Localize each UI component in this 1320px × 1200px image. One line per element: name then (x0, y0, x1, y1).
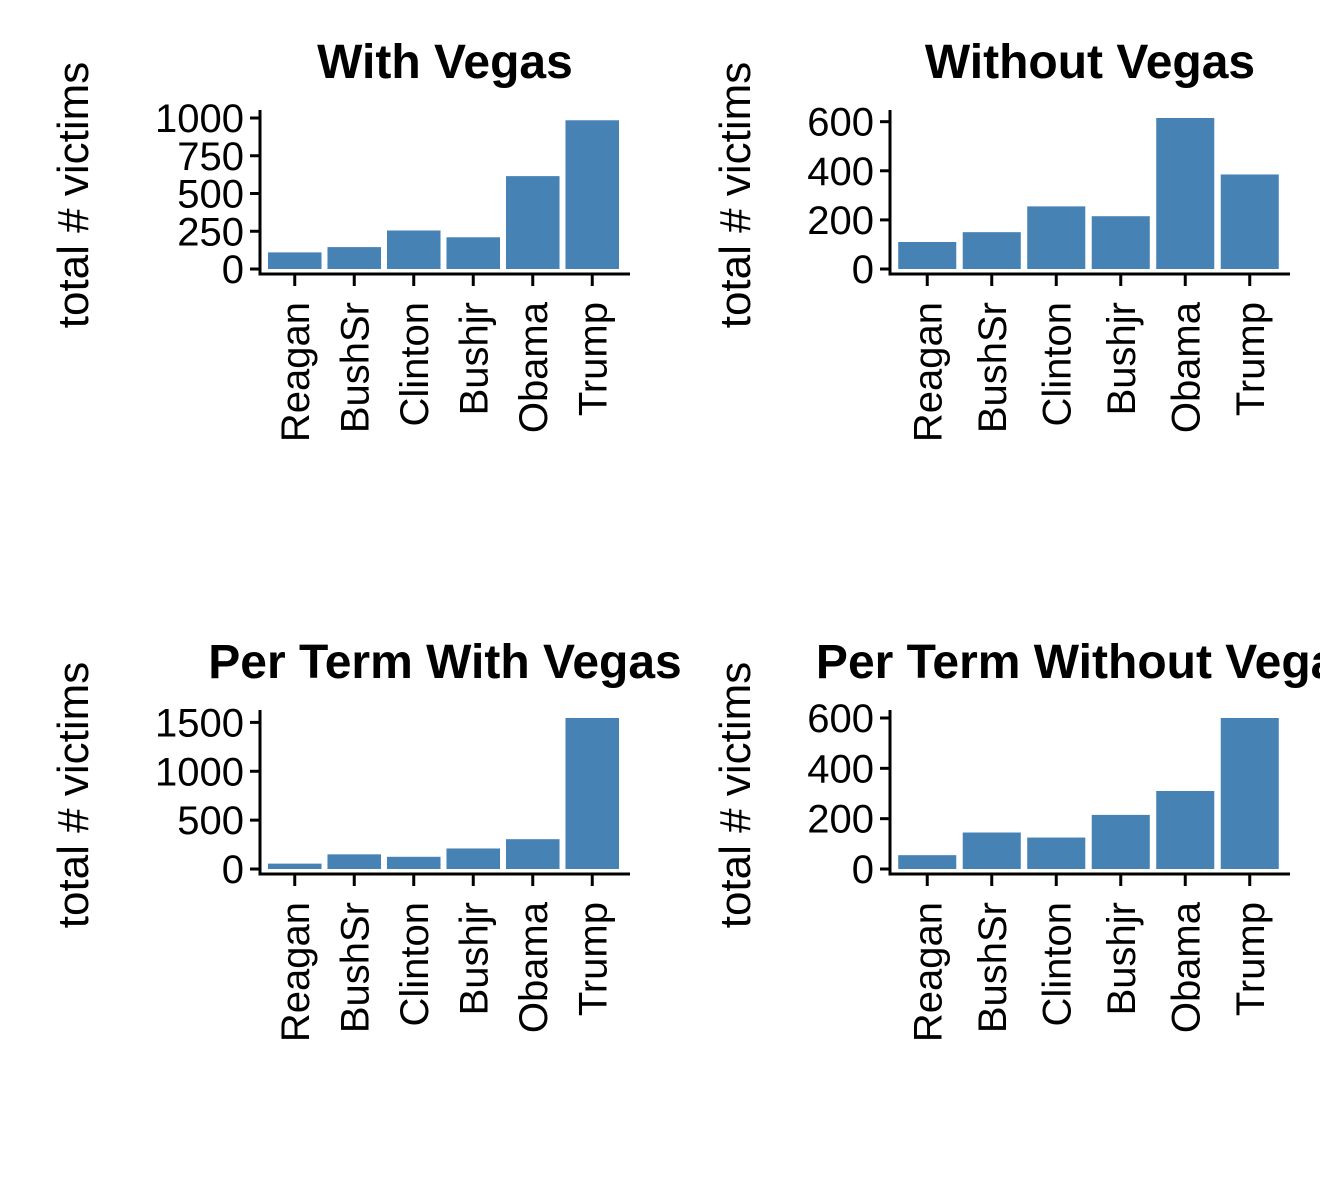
bar (386, 230, 441, 269)
bar (505, 176, 560, 269)
bar (1156, 790, 1215, 869)
y-tick-label: 0 (222, 848, 244, 892)
x-tick-label: BushSr (333, 302, 377, 433)
bar (565, 120, 620, 269)
bar (1027, 206, 1086, 269)
x-tick-label: BushSr (333, 902, 377, 1033)
y-tick-label: 1000 (155, 97, 244, 141)
x-tick-label: Obama (1164, 301, 1208, 433)
bar (1156, 118, 1215, 269)
y-tick-label: 600 (807, 697, 874, 741)
x-tick-label: Reagan (274, 302, 318, 442)
bar (327, 247, 382, 269)
y-tick-label: 200 (807, 199, 874, 243)
chart-panel: Per Term With Vegas total # victims 0 500 10… (49, 636, 682, 1042)
bar (565, 718, 620, 869)
bar (1220, 174, 1279, 269)
bar (446, 237, 501, 269)
y-axis-label: total # victims (711, 662, 760, 929)
y-tick-label: 500 (177, 173, 244, 217)
bar (386, 856, 441, 869)
x-tick-label: BushSr (971, 302, 1015, 433)
bar (1220, 718, 1279, 869)
x-tick-label: Trump (1229, 302, 1273, 416)
x-tick-label: Bushjr (1100, 902, 1144, 1015)
chart-panel: Per Term Without Vegas total # victims 0 20… (711, 636, 1320, 1042)
chart-title: Without Vegas (925, 36, 1255, 89)
y-tick-label: 0 (222, 248, 244, 292)
x-tick-label: Trump (571, 302, 615, 416)
bar (1027, 837, 1086, 869)
y-tick-label: 200 (807, 798, 874, 842)
y-tick-label: 1500 (155, 701, 244, 745)
chart-title: With Vegas (317, 36, 573, 89)
bar (446, 848, 501, 869)
x-tick-label: Clinton (393, 902, 437, 1027)
x-tick-label: Reagan (274, 902, 318, 1042)
x-tick-label: Bushjr (1100, 302, 1144, 415)
y-tick-label: 500 (177, 799, 244, 843)
x-tick-label: Obama (512, 301, 556, 433)
bar (962, 832, 1021, 869)
x-tick-label: Clinton (393, 302, 437, 427)
bar (1091, 814, 1150, 869)
y-tick-label: 1000 (155, 750, 244, 794)
y-axis-label: total # victims (49, 62, 98, 329)
x-tick-label: Clinton (1035, 302, 1079, 427)
bar (267, 252, 322, 269)
x-tick-label: Reagan (906, 302, 950, 442)
y-axis-label: total # victims (711, 62, 760, 329)
chart-title: Per Term Without Vegas (816, 636, 1320, 689)
x-tick-label: Clinton (1035, 902, 1079, 1027)
x-tick-label: Obama (512, 901, 556, 1033)
y-axis-label: total # victims (49, 662, 98, 929)
x-tick-label: Reagan (906, 902, 950, 1042)
bar (962, 232, 1021, 269)
x-tick-label: Bushjr (452, 302, 496, 415)
y-tick-label: 0 (852, 248, 874, 292)
bar (898, 855, 957, 869)
bar (505, 839, 560, 869)
bar (267, 863, 322, 869)
chart-title: Per Term With Vegas (208, 636, 682, 689)
x-tick-label: Bushjr (452, 902, 496, 1015)
bar (898, 241, 957, 269)
x-tick-label: Obama (1164, 901, 1208, 1033)
y-tick-label: 600 (807, 101, 874, 145)
chart-panel: Without Vegas total # victims 0 200 400 600 Re… (711, 36, 1290, 442)
y-tick-label: 400 (807, 747, 874, 791)
x-tick-label: BushSr (971, 902, 1015, 1033)
x-tick-label: Trump (571, 902, 615, 1016)
y-tick-label: 400 (807, 150, 874, 194)
x-tick-label: Trump (1229, 902, 1273, 1016)
y-tick-label: 250 (177, 210, 244, 254)
bar (1091, 216, 1150, 269)
bar (327, 854, 382, 869)
y-tick-label: 0 (852, 848, 874, 892)
y-tick-label: 750 (177, 135, 244, 179)
